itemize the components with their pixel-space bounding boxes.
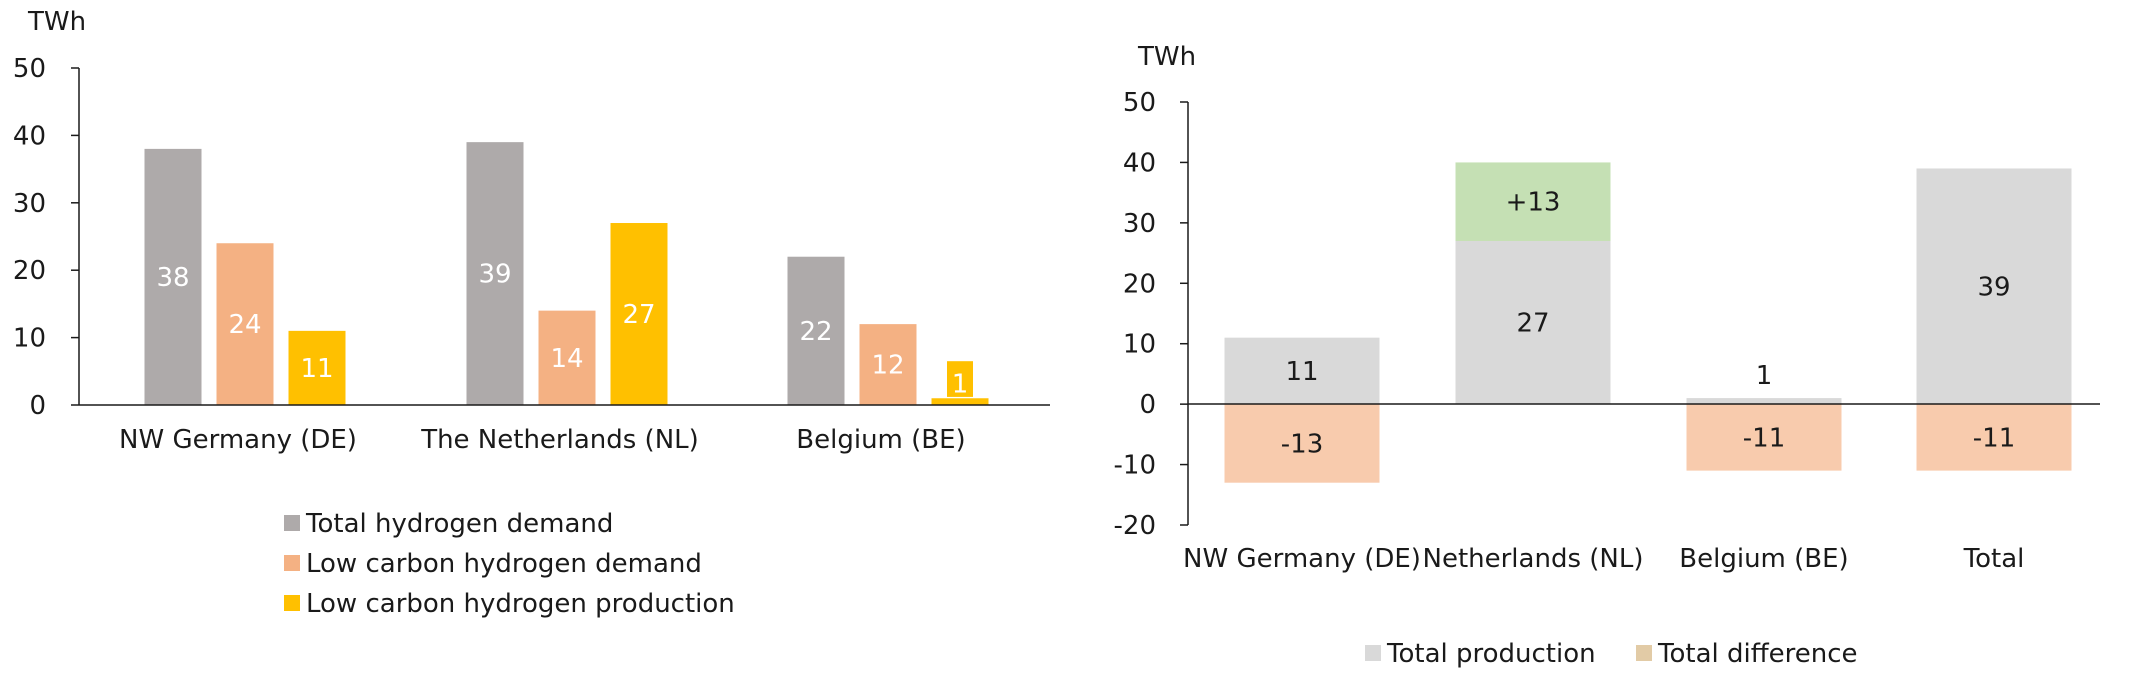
right-legend-swatch	[1636, 645, 1652, 661]
right-y-tick-label: 50	[1123, 88, 1156, 118]
left-bar	[787, 256, 845, 405]
left-bar-value-label: 39	[478, 260, 511, 290]
left-bar-value-label: 38	[156, 263, 189, 293]
left-legend-label: Low carbon hydrogen production	[306, 589, 735, 619]
left-bar	[144, 148, 202, 405]
right-bar-value-label: -13	[1281, 429, 1323, 459]
left-y-tick-label: 50	[13, 54, 46, 84]
right-bars: 11 -13 27 +13 1 -11 39 -11	[1224, 162, 2072, 483]
right-bar-production	[1916, 168, 2072, 405]
right-y-tick-label: 40	[1123, 148, 1156, 178]
right-y-unit-label: TWh	[1137, 42, 1196, 72]
left-y-tick-label: 20	[13, 256, 46, 286]
left-bar-value-label: 1	[952, 369, 969, 399]
right-legend-swatch	[1365, 645, 1381, 661]
left-bar	[859, 324, 917, 405]
right-bar-value-label: 39	[1977, 272, 2010, 302]
right-bar-surplus	[1455, 162, 1611, 241]
left-bar-label-box	[947, 361, 973, 397]
right-x-axis-labels: NW Germany (DE) Netherlands (NL) Belgium (…	[1183, 544, 2024, 574]
right-legend-label: Total production	[1386, 639, 1596, 669]
left-bars: 38 24 11 39 14 27 22 12 1	[144, 142, 989, 405]
left-legend-label: Low carbon hydrogen demand	[306, 549, 702, 579]
left-category-label: NW Germany (DE)	[119, 425, 357, 455]
left-bar	[288, 330, 346, 405]
left-legend: Total hydrogen demand Low carbon hydrogen…	[284, 509, 735, 619]
right-bar-value-label: 27	[1516, 309, 1549, 339]
right-bar-difference	[1916, 404, 2072, 471]
left-bar	[610, 223, 668, 405]
left-y-tick-label: 0	[29, 391, 46, 421]
right-y-tick-label: 10	[1123, 330, 1156, 360]
right-bar-value-label: 11	[1285, 357, 1318, 387]
right-y-tick-label: 20	[1123, 269, 1156, 299]
left-y-unit-label: TWh	[27, 7, 86, 37]
left-bar-value-label: 27	[622, 300, 655, 330]
right-bar-production	[1686, 398, 1842, 405]
left-y-tick-label: 40	[13, 121, 46, 151]
right-category-label: Total	[1963, 544, 2025, 574]
right-bar-production	[1455, 240, 1611, 405]
right-bar-value-label: +13	[1506, 188, 1561, 218]
left-bar	[466, 142, 524, 405]
left-bar	[931, 398, 989, 405]
left-legend-swatch	[284, 515, 300, 531]
left-bar-value-label: 11	[300, 354, 333, 384]
left-chart: TWh 0 10 20 30 40 50 38 24 11 39 14 27 22 12 1 NW Ger…	[13, 7, 1050, 619]
right-legend-label: Total difference	[1657, 639, 1858, 669]
right-bar-production	[1224, 337, 1380, 405]
right-y-tick-label: 0	[1139, 390, 1156, 420]
left-y-tick-label: 10	[13, 324, 46, 354]
right-legend: Total production Total difference	[1365, 639, 1858, 669]
left-legend-swatch	[284, 595, 300, 611]
right-bar-difference	[1686, 404, 1842, 471]
right-bar-value-label: -11	[1743, 423, 1785, 453]
right-y-axis-ticks: -20 -10 0 10 20 30 40 50	[1114, 88, 1188, 541]
left-legend-swatch	[284, 555, 300, 571]
right-bar-value-label: -11	[1973, 423, 2015, 453]
right-category-label: Netherlands (NL)	[1423, 544, 1644, 574]
left-bar	[538, 310, 596, 405]
left-y-axis-ticks: 0 10 20 30 40 50	[13, 54, 79, 421]
right-y-tick-label: -20	[1114, 511, 1156, 541]
left-category-label: The Netherlands (NL)	[420, 425, 699, 455]
right-y-tick-label: -10	[1114, 451, 1156, 481]
right-y-tick-label: 30	[1123, 209, 1156, 239]
left-bar-value-label: 12	[871, 351, 904, 381]
right-category-label: Belgium (BE)	[1679, 544, 1848, 574]
right-bar-difference	[1224, 404, 1380, 483]
left-category-label: Belgium (BE)	[796, 425, 965, 455]
left-bar-value-label: 22	[799, 317, 832, 347]
right-category-label: NW Germany (DE)	[1183, 544, 1421, 574]
right-bar-value-label: 1	[1756, 361, 1773, 391]
right-chart: TWh -20 -10 0 10 20 30 40 50 11 -13 27 +13 1 -11 39 -1…	[1114, 42, 2100, 669]
left-bar-value-label: 24	[228, 310, 261, 340]
left-legend-label: Total hydrogen demand	[305, 509, 613, 539]
left-bar	[216, 243, 274, 405]
left-x-axis-labels: NW Germany (DE) The Netherlands (NL) Belgi…	[119, 425, 966, 455]
left-bar-value-label: 14	[550, 344, 583, 374]
left-y-tick-label: 30	[13, 189, 46, 219]
